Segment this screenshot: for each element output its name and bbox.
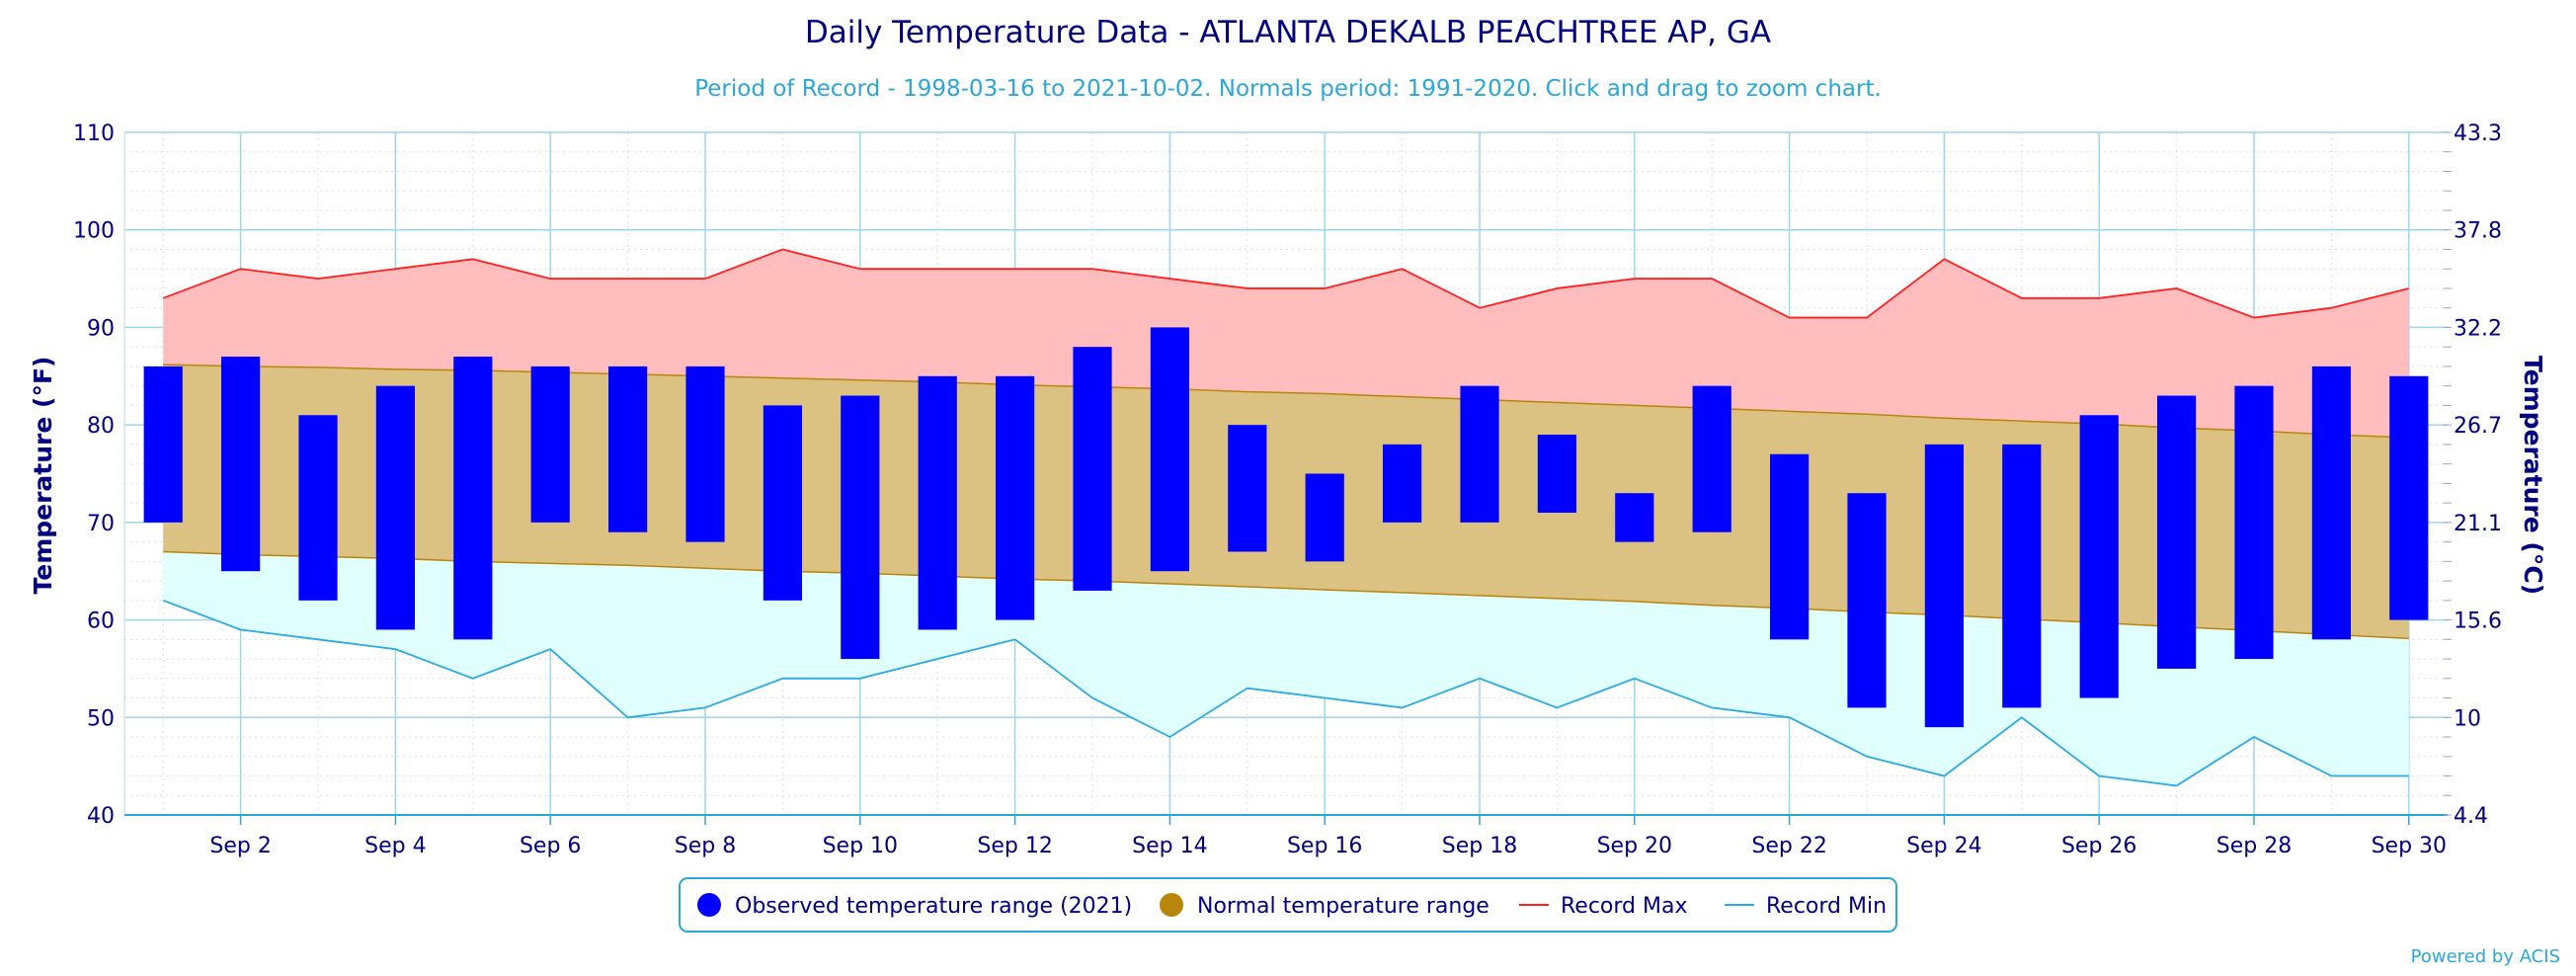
y-axis-title-right: Temperature (°C) xyxy=(2519,356,2547,595)
legend-record-max-label: Record Max xyxy=(1561,894,1688,919)
observed-bar xyxy=(1537,435,1576,513)
observed-bar xyxy=(685,366,725,542)
observed-bar xyxy=(841,395,880,660)
y-tick-label-right: 21.1 xyxy=(2454,512,2502,536)
y-tick-label-right: 10 xyxy=(2454,706,2481,731)
observed-bar xyxy=(1305,473,1344,562)
y-tick-label-right: 15.6 xyxy=(2454,610,2502,634)
observed-bar xyxy=(1228,425,1267,552)
legend-normal-marker xyxy=(1160,893,1183,917)
observed-bar xyxy=(918,375,957,630)
y-tick-label-left: 70 xyxy=(87,512,115,536)
record-lines xyxy=(162,248,2410,787)
x-tick-label: Sep 16 xyxy=(1287,834,1362,858)
record-max-line xyxy=(162,248,2410,319)
legend-item-normal[interactable]: Normal temperature range xyxy=(1160,893,1489,919)
y-tick-label-right: 32.2 xyxy=(2454,316,2502,341)
observed-bar xyxy=(1150,327,1189,572)
legend-normal-label: Normal temperature range xyxy=(1197,894,1489,919)
legend-box xyxy=(679,877,1897,933)
y-tick-label-left: 50 xyxy=(87,706,115,731)
observed-bar xyxy=(763,405,802,601)
y-tick-label-left: 90 xyxy=(87,316,115,341)
y-tick-label-right: 37.8 xyxy=(2454,219,2502,244)
observed-bar xyxy=(1383,444,1422,523)
y-tick-label-right: 4.4 xyxy=(2454,804,2488,829)
legend-item-record-min[interactable]: Record Min xyxy=(1725,894,1887,919)
y-tick-label-left: 60 xyxy=(87,610,115,634)
y-tick-label-left: 110 xyxy=(73,122,115,146)
observed-bar xyxy=(1460,385,1499,523)
observed-bar xyxy=(2002,444,2042,708)
record-max-band xyxy=(163,249,2409,438)
observed-bar xyxy=(2389,375,2429,620)
observed-bar xyxy=(2079,415,2119,698)
y-axis-title-left: Temperature (°F) xyxy=(29,357,57,595)
record-min-line xyxy=(162,599,2409,787)
x-tick-label: Sep 22 xyxy=(1751,834,1826,858)
legend[interactable]: Observed temperature range (2021) Normal… xyxy=(679,877,1897,933)
y-tick-label-right: 43.3 xyxy=(2454,122,2502,146)
legend-observed-label: Observed temperature range (2021) xyxy=(735,894,1132,919)
y-tick-label-left: 100 xyxy=(73,219,115,244)
observed-bar xyxy=(2157,395,2197,669)
x-tick-label: Sep 10 xyxy=(823,834,898,858)
chart-title: Daily Temperature Data - ATLANTA DEKALB … xyxy=(805,15,1771,50)
observed-bar xyxy=(375,385,415,630)
observed-bar xyxy=(453,357,493,640)
observed-bar xyxy=(608,366,648,532)
axes: Sep 2 Sep 4 Sep 6 Sep 8 Sep 10 Sep 12 Sep 14 Se… xyxy=(73,122,2502,858)
observed-bar xyxy=(1615,493,1654,542)
x-tick-label: Sep 20 xyxy=(1597,834,1672,858)
observed-bar xyxy=(1073,347,1112,591)
x-tick-label: Sep 30 xyxy=(2372,834,2447,858)
x-tick-label: Sep 14 xyxy=(1132,834,1207,858)
chart-subtitle: Period of Record - 1998-03-16 to 2021-10… xyxy=(694,76,1882,102)
x-tick-label: Sep 12 xyxy=(977,834,1052,858)
y-tick-label-right: 26.7 xyxy=(2454,414,2502,439)
x-tick-label: Sep 28 xyxy=(2216,834,2292,858)
observed-bar xyxy=(2311,366,2351,640)
observed-bar xyxy=(1847,493,1887,708)
y-tick-label-left: 80 xyxy=(87,414,115,439)
x-tick-label: Sep 6 xyxy=(520,834,581,858)
observed-bar xyxy=(1770,453,1810,640)
record-min-band xyxy=(163,551,2409,786)
x-tick-label: Sep 4 xyxy=(364,834,426,858)
observed-bar xyxy=(530,366,570,523)
observed-bars xyxy=(143,327,2429,728)
legend-record-min-label: Record Min xyxy=(1766,894,1887,919)
observed-bar xyxy=(1924,444,1964,728)
x-tick-label: Sep 24 xyxy=(1906,834,1981,858)
observed-bar xyxy=(298,415,338,601)
x-tick-label: Sep 26 xyxy=(2061,834,2136,858)
observed-bar xyxy=(143,366,183,523)
y-tick-label-left: 40 xyxy=(87,804,115,829)
x-tick-label: Sep 8 xyxy=(675,834,736,858)
observed-bar xyxy=(221,357,261,572)
x-tick-label: Sep 18 xyxy=(1442,834,1517,858)
observed-bar xyxy=(2234,385,2274,660)
legend-item-observed[interactable]: Observed temperature range (2021) xyxy=(697,893,1132,919)
observed-bar xyxy=(996,375,1035,620)
observed-bar xyxy=(1692,385,1731,532)
x-tick-label: Sep 2 xyxy=(209,834,271,858)
legend-item-record-max[interactable]: Record Max xyxy=(1519,894,1688,919)
legend-observed-marker xyxy=(697,893,721,917)
credit-link[interactable]: Powered by ACIS xyxy=(2411,946,2560,967)
